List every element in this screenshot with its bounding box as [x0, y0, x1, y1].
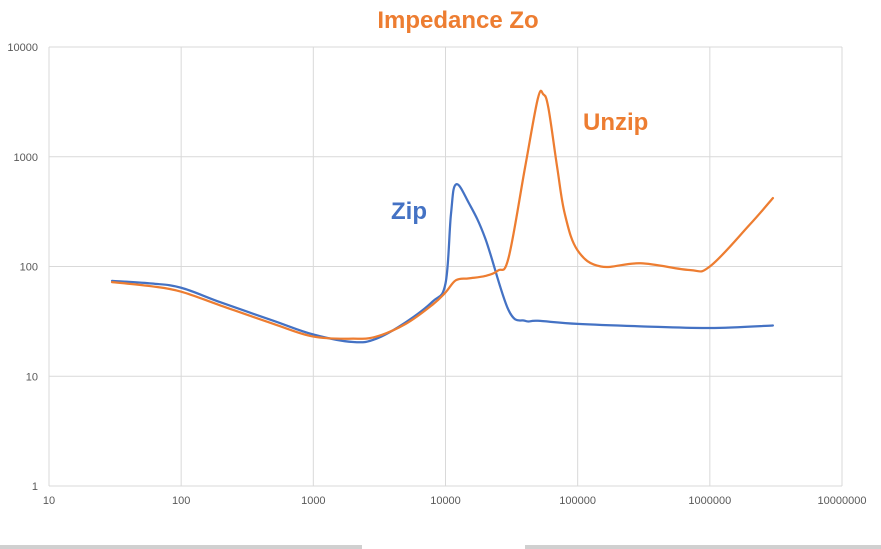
unzip-label: Unzip [583, 109, 648, 136]
y-tick-label: 1 [32, 481, 38, 493]
y-axis-ticks: 1 10 100 1000 10000 [7, 42, 38, 493]
gridlines [48, 46, 843, 487]
bottom-strip-right [525, 545, 881, 549]
series-line-zip [110, 183, 775, 344]
series-line-unzip [110, 89, 775, 340]
y-tick-label: 10 [26, 371, 38, 383]
zip-label: Zip [391, 198, 427, 225]
x-tick-label: 100 [172, 495, 190, 507]
x-tick-label: 1000 [301, 495, 325, 507]
y-tick-label: 1000 [14, 152, 38, 164]
x-tick-label: 100000 [559, 495, 596, 507]
y-tick-label: 100 [20, 262, 38, 274]
x-tick-label: 1000000 [688, 495, 731, 507]
x-axis-ticks: 10 100 1000 10000 100000 1000000 10000000 [43, 495, 867, 507]
x-tick-label: 10 [43, 495, 55, 507]
bottom-strip-left [0, 545, 362, 549]
x-tick-label: 10000000 [818, 495, 867, 507]
x-tick-label: 10000 [430, 495, 461, 507]
series-group [110, 89, 775, 344]
y-tick-label: 10000 [7, 42, 38, 54]
chart-title: Impedance Zo [377, 7, 538, 34]
